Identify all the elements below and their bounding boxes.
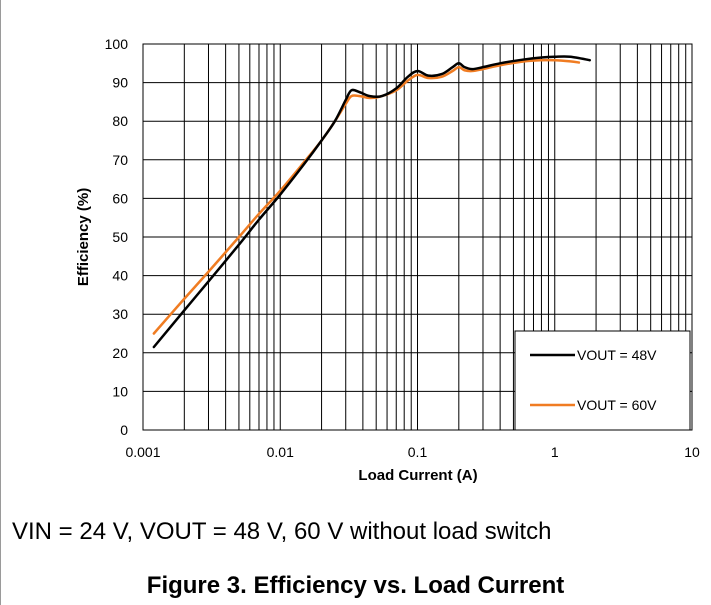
y-tick-label: 80 bbox=[112, 113, 128, 129]
y-axis-tick-labels: 0 10 20 30 40 50 60 70 80 90 100 bbox=[105, 36, 129, 438]
legend-label-vout-48v: VOUT = 48V bbox=[577, 347, 657, 363]
x-tick-label: 10 bbox=[684, 444, 700, 460]
y-tick-label: 40 bbox=[112, 268, 128, 284]
y-tick-label: 30 bbox=[112, 306, 128, 322]
series-line-vout-60v bbox=[152, 58, 581, 335]
series-lines bbox=[152, 55, 592, 349]
y-tick-label: 70 bbox=[112, 152, 128, 168]
x-tick-label: 0.01 bbox=[267, 444, 294, 460]
x-axis-title: Load Current (A) bbox=[358, 467, 477, 484]
test-conditions-caption: VIN = 24 V, VOUT = 48 V, 60 V without lo… bbox=[12, 518, 552, 545]
y-tick-label: 10 bbox=[112, 383, 128, 399]
x-tick-label: 0.1 bbox=[408, 444, 428, 460]
y-tick-label: 0 bbox=[120, 422, 128, 438]
page-left-border bbox=[0, 0, 1, 605]
legend-box bbox=[514, 330, 691, 431]
legend-label-vout-60v: VOUT = 60V bbox=[577, 397, 657, 413]
y-axis-title: Efficiency (%) bbox=[75, 188, 92, 286]
y-tick-label: 20 bbox=[112, 345, 128, 361]
y-tick-label: 100 bbox=[105, 36, 129, 52]
x-tick-label: 0.001 bbox=[125, 444, 160, 460]
legend: VOUT = 48V VOUT = 60V bbox=[514, 330, 691, 431]
efficiency-chart: 0.001 0.01 0.1 1 10 0 10 20 30 40 50 60 70 80 90 100 L… bbox=[75, 36, 700, 484]
series-line-vout-48v bbox=[152, 55, 592, 349]
plot-area-frame bbox=[142, 43, 693, 431]
figure-title: Figure 3. Efficiency vs. Load Current bbox=[146, 572, 565, 599]
x-axis-tick-labels: 0.001 0.01 0.1 1 10 bbox=[125, 444, 700, 460]
y-tick-label: 90 bbox=[112, 75, 128, 91]
x-tick-label: 1 bbox=[551, 444, 559, 460]
y-tick-label: 50 bbox=[112, 229, 128, 245]
y-tick-label: 60 bbox=[112, 190, 128, 206]
